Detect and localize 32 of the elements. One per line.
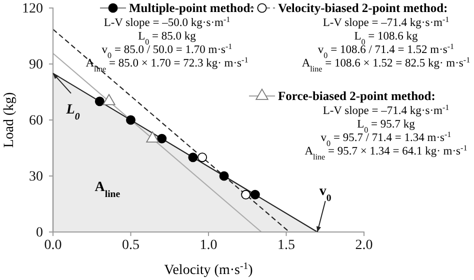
annotation: L$_{0}$ [65, 102, 80, 122]
x-tick-label: 0.0 [44, 238, 62, 253]
point [126, 115, 136, 125]
annotation: v$_{0}$ [319, 184, 332, 204]
point [157, 134, 167, 144]
x-tick-label: 1.0 [200, 238, 218, 253]
legend-label: Force-biased 2-point method: [278, 89, 436, 103]
x-tick-label: 1.5 [278, 238, 295, 253]
y-tick-label: 30 [29, 169, 43, 184]
point [188, 152, 198, 162]
point [94, 96, 104, 106]
annotation: L-V slope = –50.0 kg·s·m$^{-1}$ [104, 14, 230, 29]
point [241, 190, 251, 200]
point [250, 190, 260, 200]
y-tick-label: 0 [36, 225, 43, 240]
x-axis-title: Velocity (m·s$^{-1}$) [164, 260, 254, 278]
annotation: A$_{line}$ [94, 180, 121, 200]
legend-label: Multiple-point method: [129, 1, 254, 15]
y-tick-label: 60 [29, 113, 43, 128]
point [219, 171, 229, 181]
annotation: L$_{0}$ = 85.0 kg [138, 30, 196, 46]
annotation: L$_{0}$ = 108.6 kg [354, 30, 418, 46]
annotation: L-V slope = –71.4 kg·s·m$^{-1}$ [322, 14, 450, 29]
point [198, 152, 208, 162]
legend-label: Velocity-biased 2-point method: [278, 1, 448, 15]
x-tick-label: 2.0 [355, 238, 373, 253]
annotation: L-V slope = –71.4 kg·s·m$^{-1}$ [322, 102, 450, 117]
y-tick-label: 120 [22, 1, 43, 16]
x-tick-label: 0.5 [122, 238, 140, 253]
annotation: L$_{0}$ = 95.7 kg [357, 118, 416, 134]
y-axis-title: Load (kg) [2, 92, 17, 148]
y-tick-label: 90 [29, 57, 43, 72]
